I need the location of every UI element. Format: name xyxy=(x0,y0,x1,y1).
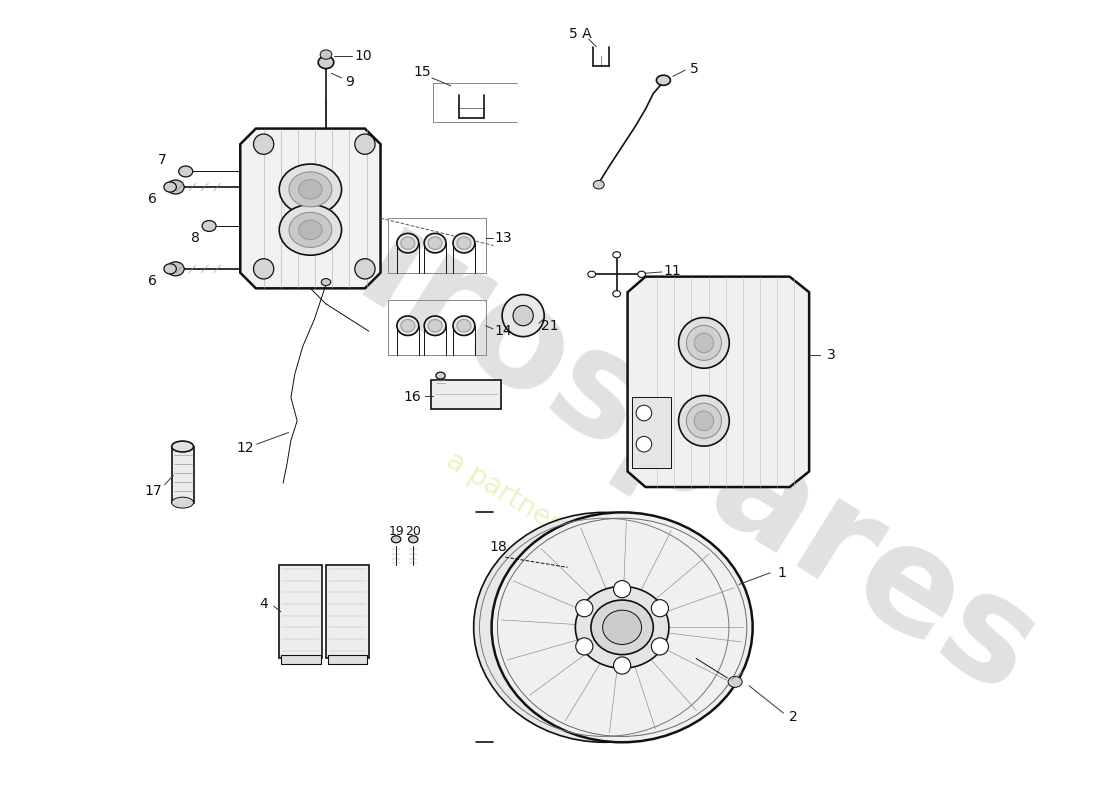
Text: 15: 15 xyxy=(412,66,430,79)
Ellipse shape xyxy=(164,182,176,192)
Polygon shape xyxy=(240,129,381,288)
Text: 4: 4 xyxy=(260,597,268,611)
Ellipse shape xyxy=(456,319,471,332)
Text: 21: 21 xyxy=(541,318,559,333)
Ellipse shape xyxy=(318,56,333,69)
Circle shape xyxy=(636,406,651,421)
Ellipse shape xyxy=(320,50,332,59)
Ellipse shape xyxy=(397,316,419,335)
Text: 6: 6 xyxy=(147,274,156,287)
Circle shape xyxy=(502,294,544,337)
Circle shape xyxy=(575,600,593,617)
Ellipse shape xyxy=(694,411,714,430)
Ellipse shape xyxy=(408,536,418,542)
Bar xyxy=(632,398,671,467)
Text: 5 A: 5 A xyxy=(570,26,592,41)
Ellipse shape xyxy=(679,395,729,446)
Ellipse shape xyxy=(428,319,442,332)
Ellipse shape xyxy=(613,290,620,297)
Ellipse shape xyxy=(397,234,419,253)
Ellipse shape xyxy=(453,234,475,253)
Text: 20: 20 xyxy=(405,525,421,538)
Ellipse shape xyxy=(453,316,475,335)
Ellipse shape xyxy=(456,237,471,250)
Ellipse shape xyxy=(728,677,743,687)
Text: 16: 16 xyxy=(404,390,421,405)
Ellipse shape xyxy=(593,181,604,189)
Text: 2: 2 xyxy=(789,710,797,724)
Bar xyxy=(431,379,502,409)
Text: 10: 10 xyxy=(354,49,372,63)
Text: 8: 8 xyxy=(191,230,200,245)
Ellipse shape xyxy=(425,316,446,335)
Ellipse shape xyxy=(321,278,331,286)
Polygon shape xyxy=(628,277,810,487)
Ellipse shape xyxy=(679,318,729,368)
Ellipse shape xyxy=(436,372,446,379)
Ellipse shape xyxy=(178,166,192,177)
Circle shape xyxy=(575,638,593,655)
Ellipse shape xyxy=(638,271,646,278)
Ellipse shape xyxy=(164,264,176,274)
Text: 1: 1 xyxy=(778,566,786,580)
Text: 14: 14 xyxy=(494,324,512,338)
Text: 5: 5 xyxy=(690,62,698,75)
Bar xyxy=(326,565,368,658)
Ellipse shape xyxy=(299,220,322,240)
Ellipse shape xyxy=(686,326,722,361)
Text: 7: 7 xyxy=(158,153,167,166)
Circle shape xyxy=(355,258,375,279)
Ellipse shape xyxy=(591,600,653,654)
Circle shape xyxy=(614,657,630,674)
Ellipse shape xyxy=(657,75,670,86)
Ellipse shape xyxy=(202,221,216,231)
Ellipse shape xyxy=(279,164,342,214)
Ellipse shape xyxy=(299,180,322,199)
Circle shape xyxy=(614,581,630,598)
Text: 17: 17 xyxy=(144,484,162,498)
Ellipse shape xyxy=(167,262,184,276)
Bar xyxy=(280,654,320,664)
Text: 19: 19 xyxy=(388,525,404,538)
Text: 6: 6 xyxy=(147,192,156,206)
Circle shape xyxy=(651,638,669,655)
Ellipse shape xyxy=(400,319,415,332)
Circle shape xyxy=(651,600,669,617)
Bar xyxy=(328,654,367,664)
Ellipse shape xyxy=(167,180,184,194)
Ellipse shape xyxy=(428,237,442,250)
Text: 9: 9 xyxy=(345,75,354,89)
Ellipse shape xyxy=(289,172,332,207)
Text: 12: 12 xyxy=(236,441,254,455)
Text: a partner par since 1985: a partner par since 1985 xyxy=(441,446,748,653)
Circle shape xyxy=(355,134,375,154)
Ellipse shape xyxy=(279,205,342,255)
Circle shape xyxy=(636,436,651,452)
Circle shape xyxy=(513,306,534,326)
Circle shape xyxy=(253,134,274,154)
Bar xyxy=(172,446,194,502)
Text: 18: 18 xyxy=(490,540,507,554)
Ellipse shape xyxy=(172,441,194,452)
Text: eurospares: eurospares xyxy=(206,117,1063,725)
Ellipse shape xyxy=(392,536,400,542)
Ellipse shape xyxy=(603,610,641,645)
Ellipse shape xyxy=(575,586,669,668)
Ellipse shape xyxy=(172,497,194,508)
Text: 13: 13 xyxy=(494,230,512,245)
Ellipse shape xyxy=(686,403,722,438)
Ellipse shape xyxy=(492,512,752,742)
Ellipse shape xyxy=(474,512,735,742)
Bar xyxy=(279,565,322,658)
Ellipse shape xyxy=(425,234,446,253)
Text: 11: 11 xyxy=(664,264,682,278)
Ellipse shape xyxy=(587,271,595,278)
Ellipse shape xyxy=(289,212,332,247)
Ellipse shape xyxy=(613,252,620,258)
Ellipse shape xyxy=(400,237,415,250)
Circle shape xyxy=(253,258,274,279)
Text: 3: 3 xyxy=(826,347,835,362)
Ellipse shape xyxy=(694,333,714,353)
